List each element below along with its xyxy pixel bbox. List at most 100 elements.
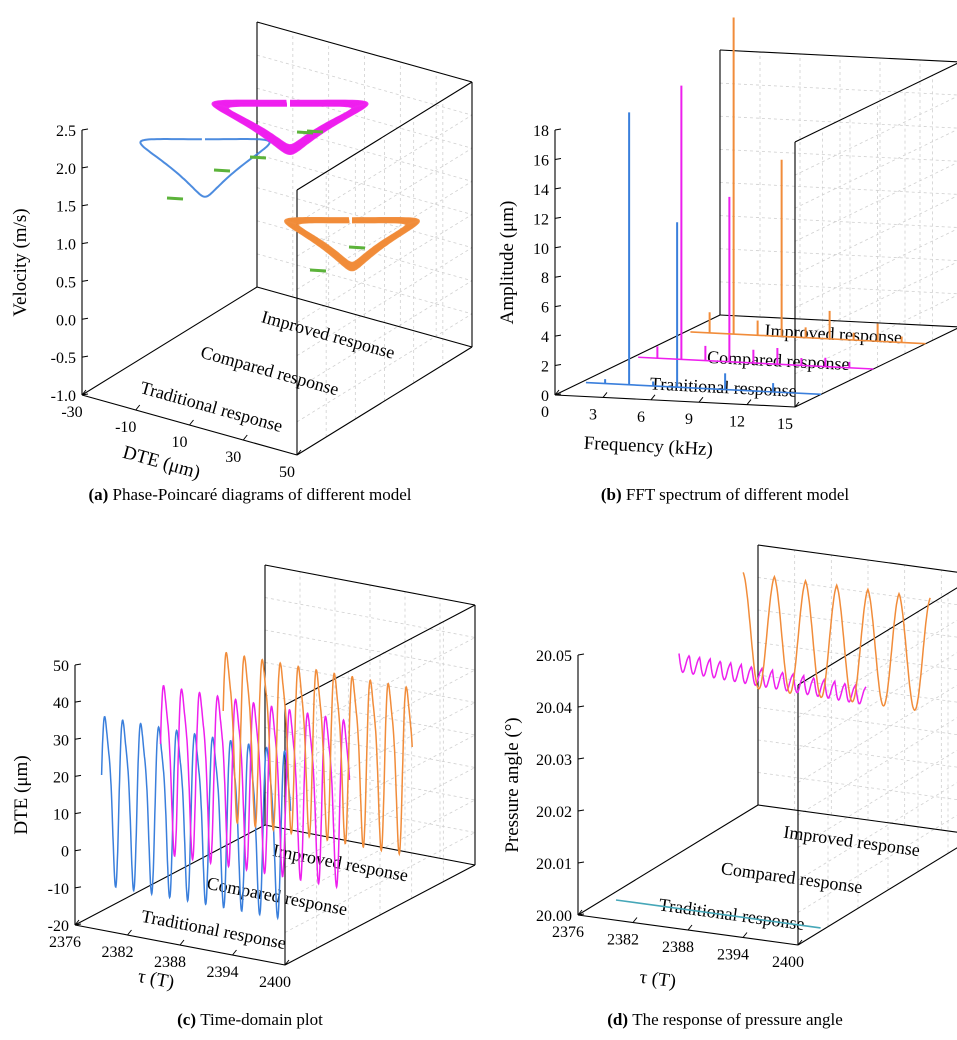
- series-improved: [742, 572, 931, 712]
- box-edge: [554, 394, 796, 408]
- x-tick-label: 3: [589, 406, 597, 423]
- x-tick-label: 15: [777, 416, 793, 433]
- poincare-marker: [296, 130, 314, 135]
- baseline: [690, 331, 926, 345]
- x-tick: [632, 917, 638, 923]
- poincare-marker: [213, 168, 231, 173]
- y-tick: [577, 861, 585, 864]
- category-label: Improved response: [259, 307, 397, 363]
- series-line: [216, 101, 364, 153]
- x-tick: [242, 434, 248, 441]
- x-tick: [179, 939, 185, 946]
- y-tick: [81, 355, 89, 358]
- y-tick-label: 14: [533, 182, 549, 199]
- box-edge: [794, 62, 957, 143]
- y-tick-label: 18: [533, 123, 549, 140]
- grid-line: [757, 577, 957, 606]
- panel-c: -20 -10 0 10 20 30 40 50 2376 2382 2388 2394 2400 Tra…: [11, 564, 476, 1029]
- grid-line: [256, 220, 473, 282]
- x-tick: [794, 401, 800, 408]
- series-line: [218, 102, 362, 151]
- caption: (d) The response of pressure angle: [607, 1010, 843, 1029]
- x-tick: [602, 392, 608, 398]
- caption-label: (d): [607, 1010, 632, 1029]
- x-tick-label: 2388: [154, 954, 186, 971]
- y-tick-label: 30: [53, 732, 69, 749]
- y-tick-label: 4: [541, 329, 549, 346]
- series-line: [219, 102, 361, 151]
- box-edge: [719, 314, 957, 328]
- y-tick-label: 50: [53, 658, 69, 675]
- series-line: [223, 103, 357, 149]
- y-tick-label: 1.0: [56, 237, 76, 254]
- y-tick: [577, 757, 585, 760]
- x-tick: [797, 939, 803, 946]
- box-edge: [256, 21, 473, 83]
- grid-line: [296, 247, 473, 356]
- series-improved: [284, 217, 420, 272]
- y-tick: [554, 275, 562, 278]
- caption: (b) FFT spectrum of different model: [601, 485, 849, 504]
- x-tick-label: -30: [61, 404, 82, 421]
- x-tick-label: 50: [279, 464, 295, 481]
- x-tick: [74, 919, 80, 926]
- panel-grid: [256, 21, 473, 456]
- y-tick: [74, 663, 82, 666]
- caption: (a) Phase-Poincaré diagrams of different…: [88, 485, 411, 504]
- poincare-marker: [309, 268, 327, 273]
- grid-line: [719, 248, 957, 262]
- grid-line: [757, 609, 957, 638]
- x-tick-label: 2394: [207, 964, 239, 981]
- series-traditional: [615, 899, 821, 929]
- grid-line: [757, 707, 957, 736]
- x-tick-label: 2394: [717, 947, 749, 964]
- series-line-2: [222, 651, 413, 857]
- y-tick: [554, 393, 562, 396]
- panel-d: 20.00 20.01 20.02 20.03 20.04 20.05 2376 2382 23…: [502, 544, 957, 1029]
- y-tick-label: 0: [61, 844, 69, 861]
- y-tick: [81, 242, 89, 245]
- y-tick-label: 8: [541, 270, 549, 287]
- box-edge: [296, 346, 473, 456]
- y-tick-label: 20.01: [536, 856, 572, 873]
- x-tick-label: 10: [172, 434, 188, 451]
- y-tick-label: -1.0: [51, 388, 76, 405]
- category-label: Traditional response: [658, 894, 806, 934]
- panel-a: -1.0 -0.5 0.0 0.5 1.0 1.5 2.0 2.5 -30 -10 10 30 50 Tr…: [10, 21, 473, 504]
- y-tick-label: 20.05: [536, 648, 572, 665]
- y-tick: [74, 923, 82, 926]
- grid-line: [797, 782, 957, 881]
- x-tick: [746, 399, 752, 405]
- x-tick: [284, 959, 290, 966]
- box-edge: [284, 604, 476, 706]
- caption-label: (a): [88, 485, 112, 504]
- x-tick: [687, 924, 693, 931]
- y-tick-label: -20: [48, 918, 69, 935]
- caption-label: (c): [177, 1010, 200, 1029]
- grid-line: [296, 313, 473, 423]
- y-tick: [81, 204, 89, 207]
- y-tick-label: 1.5: [56, 199, 76, 216]
- x-tick: [135, 404, 141, 411]
- box-edge: [81, 286, 258, 396]
- y-tick: [74, 700, 82, 703]
- x-tick: [127, 929, 132, 936]
- baseline: [638, 356, 874, 370]
- poincare-marker: [166, 196, 184, 201]
- series-compared: [678, 653, 867, 705]
- x-tick-label: 2388: [662, 939, 694, 956]
- y-tick-label: 0: [541, 388, 549, 405]
- y-tick-label: 2.0: [56, 161, 76, 178]
- grid-line: [256, 154, 473, 215]
- y-tick: [554, 334, 562, 337]
- y-tick-label: 20.04: [536, 700, 572, 717]
- y-tick: [74, 849, 82, 852]
- x-tick: [698, 396, 704, 403]
- baseline: [585, 381, 822, 396]
- x-tick-label: 2400: [772, 954, 804, 971]
- box-edge: [296, 81, 473, 191]
- series-line: [222, 103, 358, 149]
- grid-line: [256, 253, 473, 315]
- x-tick: [554, 389, 560, 396]
- x-tick: [650, 394, 656, 401]
